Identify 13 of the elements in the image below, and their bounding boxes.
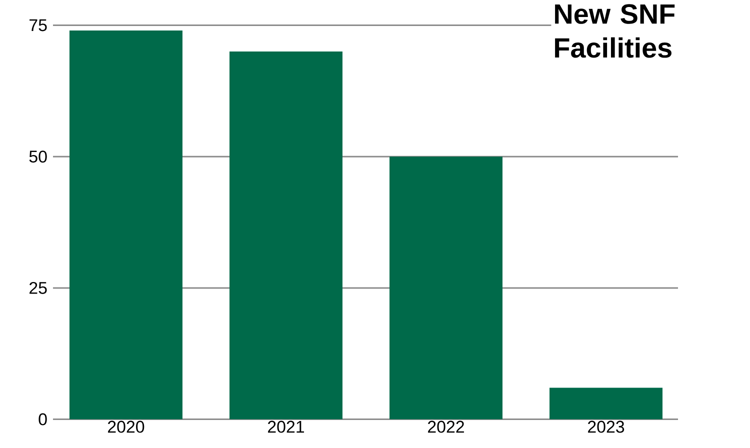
y-tick-label: 25 (30, 282, 47, 294)
bar (389, 156, 502, 420)
y-tick-label: 0 (38, 413, 47, 426)
bar (69, 30, 182, 420)
bar (229, 52, 342, 420)
y-tick-label: 75 (30, 19, 47, 32)
x-tick-label: 2022 (428, 420, 464, 433)
y-tick-label: 50 (29, 150, 47, 163)
x-tick-label: 2023 (588, 420, 624, 433)
x-tick-label: 2021 (268, 420, 304, 433)
chart-title: New SNF Facilities (555, 4, 675, 58)
x-tick-label: 2020 (108, 420, 144, 433)
bar (550, 388, 662, 420)
